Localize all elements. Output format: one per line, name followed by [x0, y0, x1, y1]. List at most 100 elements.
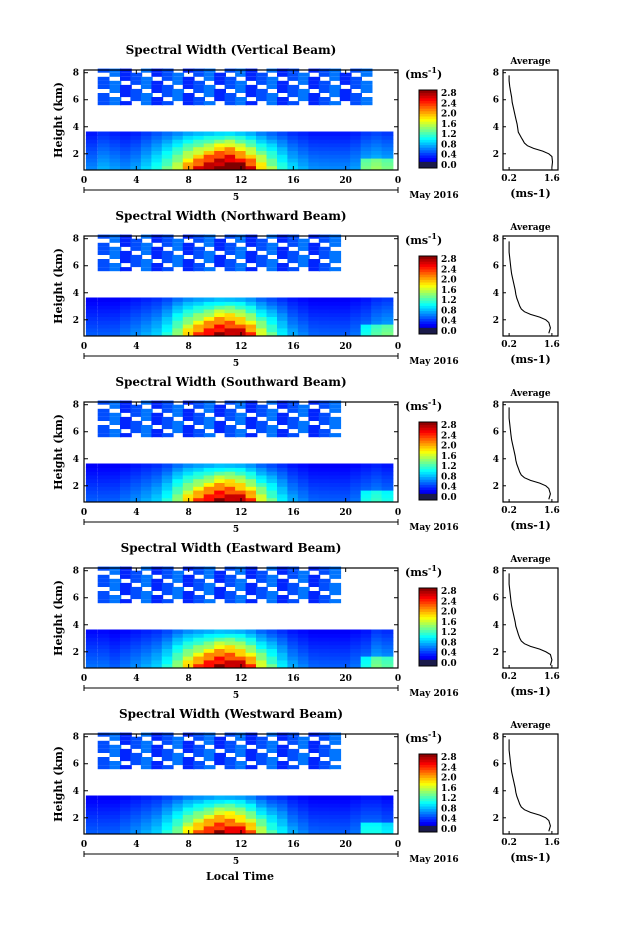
heatmap-cell — [130, 644, 143, 649]
heatmap-cell — [329, 829, 342, 834]
heatmap-cell — [203, 154, 216, 159]
heatmap-cell — [203, 312, 216, 317]
colorbar-segment — [419, 598, 437, 602]
heatmap-cell — [182, 599, 195, 604]
x-tick-label: 16 — [287, 508, 300, 518]
heatmap-cell — [256, 644, 268, 649]
heatmap-cell — [266, 482, 279, 487]
heatmap-cell — [120, 566, 132, 571]
heatmap-cell — [245, 757, 258, 762]
heatmap-cell — [297, 463, 310, 468]
heatmap-cell — [151, 578, 164, 583]
heatmap-cell — [256, 570, 268, 575]
heatmap-cell — [287, 814, 300, 819]
heatmap-cell — [161, 165, 174, 170]
heatmap-cell — [308, 629, 321, 634]
heatmap-cell — [266, 822, 279, 827]
heatmap-cell — [297, 467, 310, 472]
heatmap-cell — [214, 238, 226, 243]
heatmap-cell — [277, 416, 289, 421]
heatmap-cell — [224, 648, 237, 653]
x-tick-label: 0 — [395, 674, 401, 684]
colorbar-tick-label: 2.0 — [441, 442, 457, 452]
heatmap-cell — [140, 663, 153, 668]
heatmap-cell — [266, 591, 279, 596]
heatmap-cell — [297, 88, 310, 93]
heatmap-cell — [339, 637, 352, 642]
heatmap-cell — [287, 142, 300, 148]
heatmap-cell — [329, 467, 342, 472]
heatmap-cell — [235, 761, 247, 766]
heatmap-cell — [277, 101, 289, 106]
heatmap-cell — [120, 425, 132, 430]
heatmap-cell — [161, 76, 174, 81]
average-y-tick-label: 2 — [493, 814, 499, 824]
heatmap-cell — [109, 599, 122, 604]
heatmap-cell — [161, 101, 174, 106]
heatmap-cell — [85, 135, 98, 140]
heatmap-cell — [339, 659, 352, 665]
colorbar-tick-label: 1.2 — [441, 462, 457, 472]
day-label: 5 — [233, 525, 239, 535]
x-axis-label: Local Time — [206, 870, 274, 883]
heatmap-cell — [140, 582, 153, 587]
heatmap-cell — [381, 637, 394, 642]
heatmap-cell — [360, 142, 373, 148]
heatmap-cell — [224, 327, 237, 333]
heatmap-cell — [256, 595, 268, 600]
colorbar-segment — [419, 134, 437, 138]
heatmap-cell — [256, 263, 268, 268]
heatmap-cell — [130, 135, 143, 140]
heatmap-cell — [245, 640, 258, 646]
heatmap-cell — [97, 68, 110, 73]
heatmap-cell — [360, 810, 373, 815]
heatmap-cell — [308, 633, 321, 638]
heatmap-cell — [266, 312, 279, 317]
heatmap-cell — [140, 497, 153, 502]
heatmap-cell — [109, 829, 122, 834]
colorbar-unit-text: (ms — [405, 234, 428, 247]
heatmap-cell — [140, 416, 153, 421]
heatmap-cell — [256, 652, 268, 657]
heatmap-cell — [318, 80, 331, 85]
heatmap-cell — [329, 644, 342, 649]
heatmap-cell — [350, 471, 362, 476]
heatmap-cell — [308, 165, 321, 170]
heatmap-cell — [308, 799, 321, 804]
heatmap-cell — [214, 93, 226, 98]
heatmap-cell — [214, 316, 226, 321]
heatmap-cell — [172, 72, 185, 77]
heatmap-cell — [235, 493, 247, 499]
heatmap-cell — [214, 297, 226, 302]
heatmap-cell — [308, 425, 321, 430]
heatmap-cell — [109, 736, 122, 741]
heatmap-cell — [308, 490, 321, 495]
x-tick-label: 0 — [395, 176, 401, 186]
heatmap-cell — [371, 648, 383, 653]
heatmap-cell — [266, 324, 279, 329]
heatmap-cell — [235, 463, 247, 468]
heatmap-cell — [120, 659, 132, 665]
heatmap-cell — [329, 822, 342, 827]
heatmap-cell — [161, 582, 174, 587]
heatmap-cell — [109, 416, 122, 421]
heatmap-cell — [203, 146, 216, 151]
heatmap-cell — [224, 142, 237, 148]
heatmap-cell — [318, 297, 331, 302]
heatmap-cell — [297, 139, 310, 144]
heatmap-cell — [214, 818, 226, 823]
heatmap-cell — [308, 429, 321, 434]
heatmap-cell — [329, 238, 342, 243]
heatmap-cell — [224, 297, 237, 302]
heatmap-cell — [235, 648, 247, 653]
heatmap-cell — [151, 254, 164, 259]
heatmap-cell — [203, 250, 216, 255]
heatmap-cell — [214, 591, 226, 596]
heatmap-cell — [130, 150, 143, 155]
heatmap-cell — [151, 154, 164, 159]
heatmap-cell — [235, 267, 247, 272]
heatmap-cell — [193, 80, 205, 85]
heatmap-cell — [277, 644, 289, 649]
heatmap-cell — [339, 490, 352, 495]
heatmap-cell — [224, 93, 237, 98]
